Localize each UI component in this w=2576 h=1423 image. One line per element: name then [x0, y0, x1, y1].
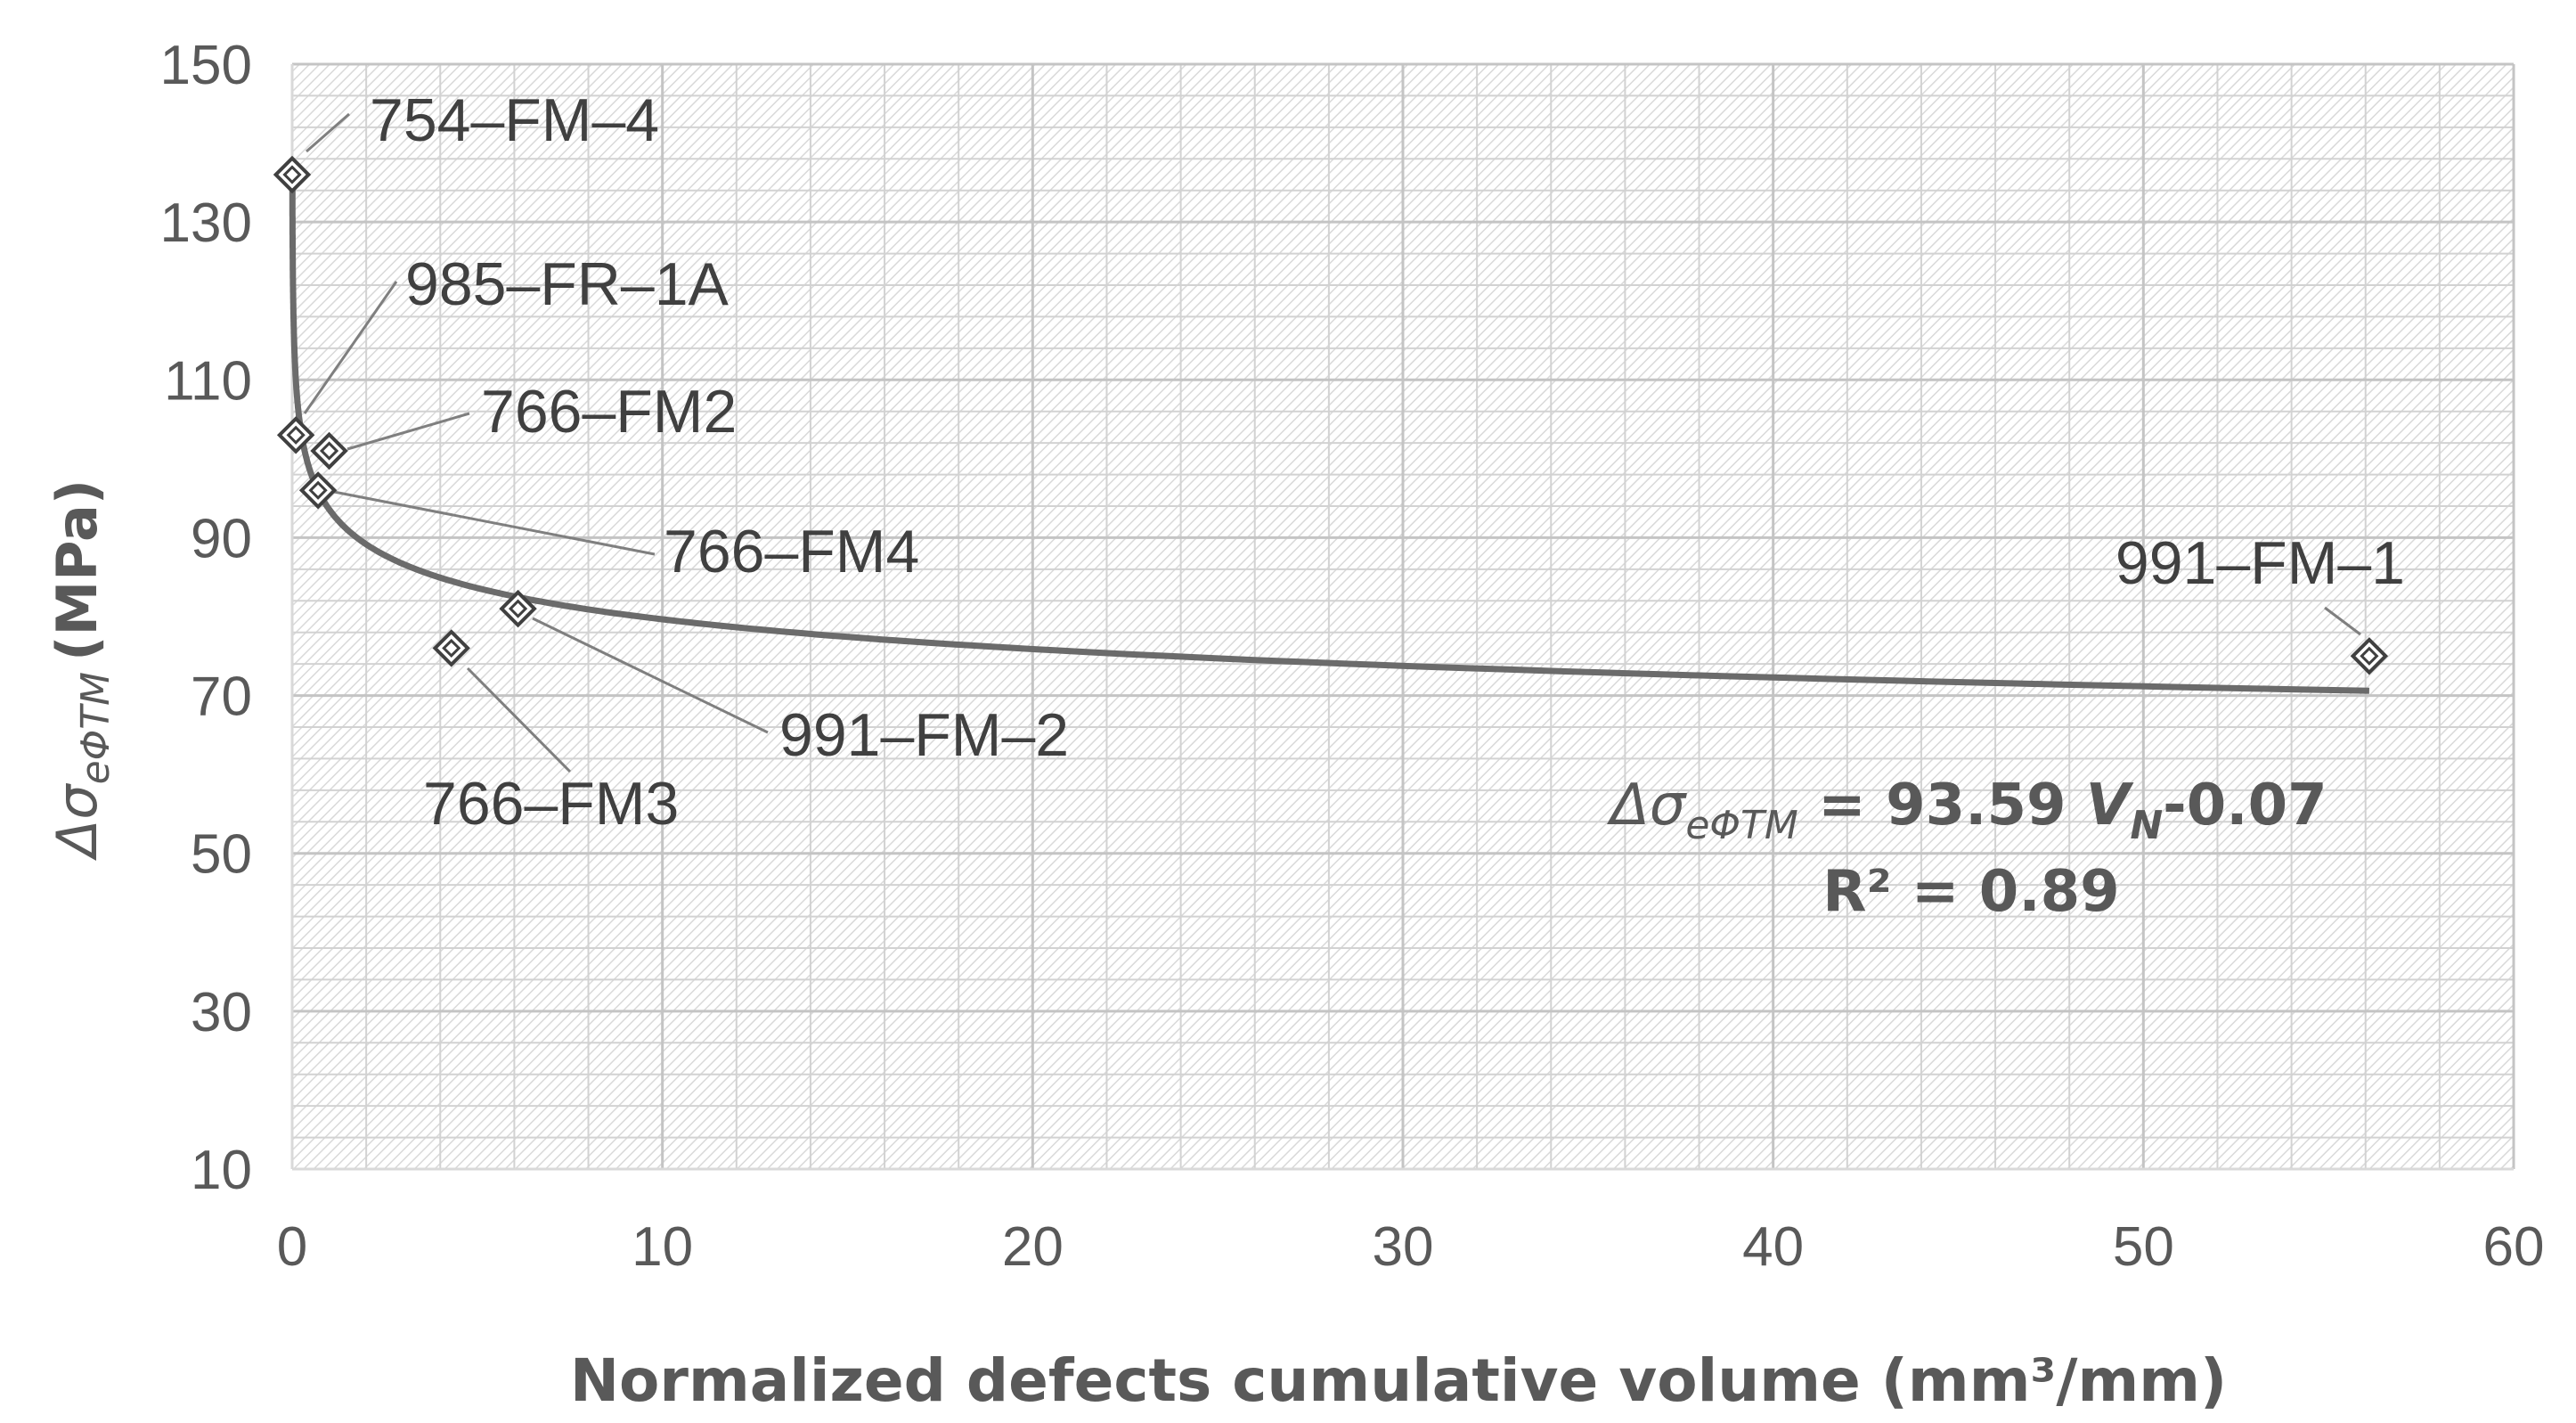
x-tick-label: 50 [2113, 1216, 2174, 1278]
marker-inner-diamond [286, 425, 306, 445]
trendline-equation: ΔσeΦTM = 93.59 VN-0.07 [1606, 773, 2327, 848]
data-point-marker [273, 155, 312, 194]
data-points [273, 155, 2389, 675]
leader-line [333, 490, 656, 556]
y-axis-title: ΔσeΦTM(MPa) [45, 479, 118, 861]
marker-inner-diamond [319, 441, 339, 461]
leader-line [346, 412, 470, 451]
r-squared-label: R² = 0.89 [1822, 859, 2119, 925]
y-tick-label: 70 [191, 667, 252, 728]
marker-inner-diamond [282, 165, 302, 184]
y-tick-label: 30 [191, 982, 252, 1043]
point-label: 766–FM2 [481, 378, 737, 446]
marker-inner-diamond [442, 638, 461, 658]
point-label: 754–FM–4 [370, 86, 659, 154]
y-tick-label: 90 [191, 508, 252, 569]
point-label: 991–FM–1 [2115, 529, 2405, 597]
x-tick-label: 30 [1373, 1216, 1434, 1278]
trendline-curve [289, 177, 2369, 694]
y-tick-label: 10 [191, 1140, 252, 1201]
point-label: 991–FM–2 [779, 701, 1069, 769]
y-tick-label: 50 [191, 824, 252, 886]
x-tick-label: 40 [1742, 1216, 1804, 1278]
y-axis-ticks: 10 30 50 70 90 110 130 150 [160, 35, 252, 1201]
data-point-marker [432, 629, 470, 667]
leader-line [466, 667, 572, 773]
marker-inner-diamond [2360, 646, 2379, 666]
leader-line [2324, 606, 2361, 636]
data-point-marker [2350, 637, 2389, 675]
leader-line [306, 112, 350, 153]
leader-line [303, 281, 398, 414]
x-axis-ticks: 0 10 20 30 40 50 60 [277, 1216, 2545, 1278]
data-point-marker [310, 431, 348, 470]
y-tick-label: 110 [164, 350, 252, 412]
label-leader-lines [303, 112, 2361, 773]
point-labels: 754–FM–4 985–FR–1A 766–FM2 766–FM4 991–FM–2 7… [370, 86, 2405, 838]
marker-inner-diamond [308, 480, 328, 500]
y-tick-label: 130 [160, 192, 252, 254]
point-label: 766–FM4 [664, 518, 919, 585]
point-label: 985–FR–1A [405, 250, 730, 318]
y-tick-label: 150 [160, 35, 252, 96]
data-point-marker [298, 471, 338, 510]
x-tick-label: 20 [1002, 1216, 1064, 1278]
x-tick-label: 0 [277, 1216, 307, 1278]
marker-inner-diamond [508, 599, 528, 618]
leader-line [532, 617, 769, 734]
data-point-marker [276, 416, 315, 454]
x-tick-label: 60 [2483, 1216, 2545, 1278]
x-axis-title: Normalized defects cumulative volume (mm… [570, 1346, 2227, 1415]
x-tick-label: 10 [632, 1216, 693, 1278]
data-point-marker [499, 589, 537, 628]
point-label: 766–FM3 [423, 770, 679, 838]
